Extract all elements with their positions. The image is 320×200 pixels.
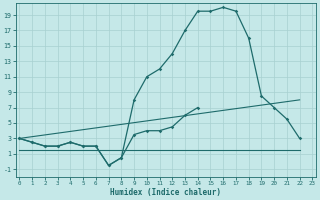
X-axis label: Humidex (Indice chaleur): Humidex (Indice chaleur) xyxy=(110,188,221,197)
